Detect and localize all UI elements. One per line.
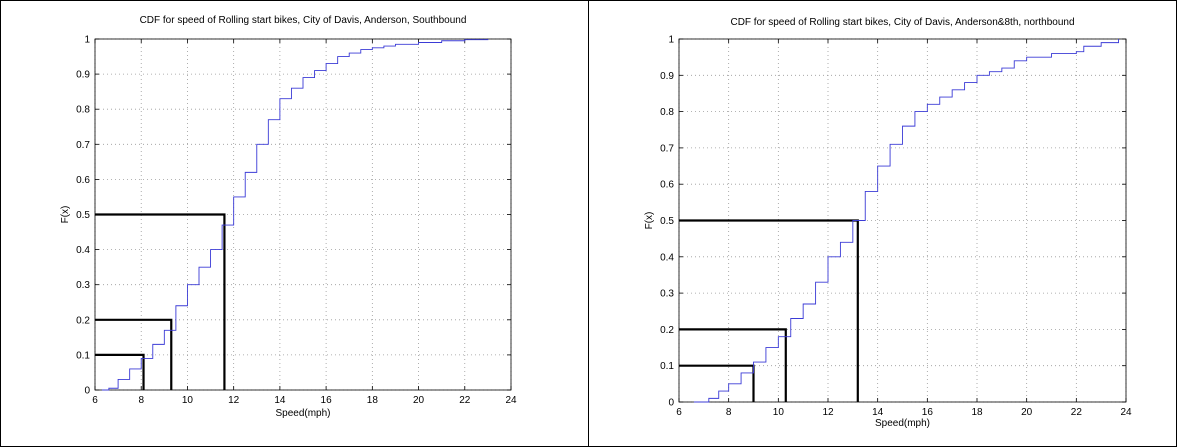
y-tick-label: 1	[84, 35, 90, 46]
y-tick-label: 0.6	[76, 175, 90, 186]
x-tick-label: 12	[228, 395, 240, 406]
y-tick-label: 0.6	[660, 180, 674, 191]
x-tick-label: 24	[1120, 407, 1132, 418]
percentile-reference-line	[95, 353, 145, 390]
percentile-reference-line	[679, 328, 787, 402]
x-tick-label: 8	[138, 395, 144, 406]
chart-title: CDF for speed of Rolling start bikes, Ci…	[730, 17, 1074, 28]
y-tick-label: 0.3	[76, 280, 90, 291]
percentile-reference-line	[679, 364, 755, 402]
y-tick-label: 0.2	[660, 325, 674, 336]
y-tick-label: 0.7	[660, 143, 674, 154]
x-tick-label: 6	[92, 395, 98, 406]
x-tick-label: 16	[321, 395, 333, 406]
x-axis-label: Speed(mph)	[875, 418, 930, 429]
chart-panel-southbound: CDF for speed of Rolling start bikes, Ci…	[0, 0, 589, 447]
chart-panel-northbound: CDF for speed of Rolling start bikes, Ci…	[588, 0, 1177, 447]
x-tick-label: 6	[676, 407, 682, 418]
y-tick-label: 1	[668, 35, 674, 46]
x-tick-label: 10	[182, 395, 194, 406]
y-tick-label: 0.8	[76, 105, 90, 116]
cdf-series-line	[101, 39, 489, 391]
x-tick-label: 20	[1021, 407, 1033, 418]
cdf-chart-southbound: CDF for speed of Rolling start bikes, Ci…	[60, 15, 517, 419]
x-tick-label: 20	[413, 395, 425, 406]
y-tick-label: 0.4	[76, 245, 90, 256]
y-tick-label: 0.5	[76, 210, 90, 221]
y-tick-label: 0.4	[660, 252, 674, 263]
x-tick-label: 12	[822, 407, 834, 418]
cdf-chart-northbound: CDF for speed of Rolling start bikes, Ci…	[644, 17, 1132, 429]
x-tick-label: 14	[872, 407, 884, 418]
cdf-series-line	[693, 39, 1119, 403]
y-tick-label: 0	[84, 386, 90, 397]
x-tick-label: 22	[459, 395, 471, 406]
percentile-reference-line	[95, 213, 226, 390]
x-axis-label: Speed(mph)	[275, 408, 330, 419]
percentile-reference-line	[95, 318, 173, 390]
y-tick-label: 0.7	[76, 140, 90, 151]
x-tick-label: 24	[505, 395, 517, 406]
y-tick-label: 0.1	[660, 361, 674, 372]
x-tick-label: 16	[922, 407, 934, 418]
y-tick-label: 0.9	[660, 71, 674, 82]
x-tick-label: 8	[726, 407, 732, 418]
x-tick-label: 22	[1071, 407, 1083, 418]
y-tick-label: 0	[668, 398, 674, 409]
y-tick-label: 0.9	[76, 70, 90, 81]
y-tick-label: 0.5	[660, 216, 674, 227]
y-axis-label: F(x)	[644, 212, 655, 230]
x-tick-label: 18	[367, 395, 379, 406]
percentile-reference-line	[679, 219, 859, 402]
chart-title: CDF for speed of Rolling start bikes, Ci…	[140, 15, 467, 26]
y-tick-label: 0.3	[660, 289, 674, 300]
x-tick-label: 14	[274, 395, 286, 406]
y-axis-label: F(x)	[60, 206, 71, 224]
y-tick-label: 0.1	[76, 350, 90, 361]
x-tick-label: 10	[773, 407, 785, 418]
y-tick-label: 0.2	[76, 315, 90, 326]
x-tick-label: 18	[971, 407, 983, 418]
y-tick-label: 0.8	[660, 107, 674, 118]
